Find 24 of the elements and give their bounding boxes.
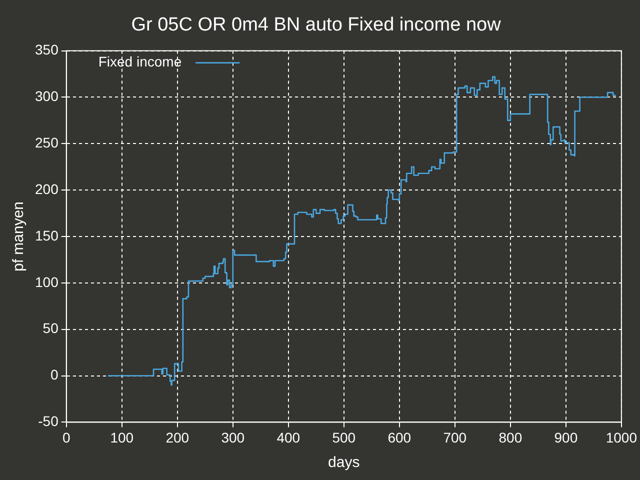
x-tick-label: 100	[110, 429, 134, 446]
x-tick-label: 400	[276, 429, 300, 446]
y-tick-label: 100	[35, 274, 59, 290]
y-axis-title: pf manyen	[10, 201, 28, 272]
x-tick-label: 200	[166, 429, 190, 446]
x-tick-label: 300	[221, 429, 245, 446]
y-tick-label: -50	[38, 413, 59, 430]
legend-label: Fixed income	[98, 54, 182, 70]
x-tick-label: 900	[554, 429, 578, 446]
x-tick-label: 500	[332, 429, 356, 446]
y-tick-label: 350	[35, 42, 59, 58]
y-tick-label: 200	[35, 180, 59, 197]
x-tick-label: 600	[388, 429, 412, 446]
y-tick-label: 300	[35, 88, 59, 104]
x-tick-label: 1000	[606, 429, 638, 446]
chart-title: Gr 05C OR 0m4 BN auto Fixed income now	[131, 14, 502, 36]
x-tick-label: 0	[62, 429, 70, 446]
x-axis-title: days	[328, 454, 360, 472]
y-tick-label: 50	[42, 320, 59, 336]
y-tick-label: 0	[50, 366, 59, 383]
y-tick-label: 250	[35, 134, 59, 151]
x-tick-label: 800	[498, 429, 522, 446]
y-tick-label: 150	[35, 227, 59, 244]
x-tick-label: 700	[443, 429, 467, 446]
